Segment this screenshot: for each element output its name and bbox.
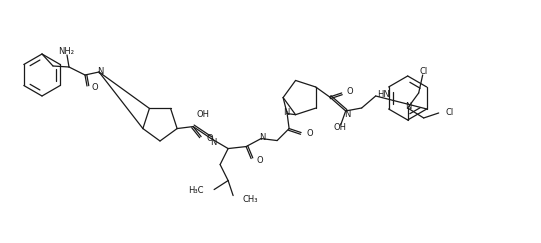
Text: O: O: [92, 83, 98, 92]
Text: HN: HN: [377, 90, 390, 99]
Text: Cl: Cl: [420, 67, 428, 76]
Text: O: O: [306, 129, 313, 138]
Text: NH₂: NH₂: [58, 47, 74, 56]
Text: N: N: [210, 138, 216, 147]
Text: N: N: [345, 111, 351, 120]
Text: H₃C: H₃C: [189, 186, 204, 195]
Text: N: N: [259, 133, 265, 142]
Text: CH₃: CH₃: [242, 195, 258, 204]
Text: O: O: [347, 87, 353, 96]
Text: N: N: [97, 67, 103, 76]
Text: Cl: Cl: [446, 108, 454, 117]
Text: O: O: [206, 134, 213, 143]
Text: OH: OH: [333, 123, 346, 132]
Text: N: N: [406, 103, 412, 112]
Text: OH: OH: [196, 110, 209, 119]
Text: N: N: [283, 108, 289, 117]
Text: O: O: [256, 156, 263, 165]
